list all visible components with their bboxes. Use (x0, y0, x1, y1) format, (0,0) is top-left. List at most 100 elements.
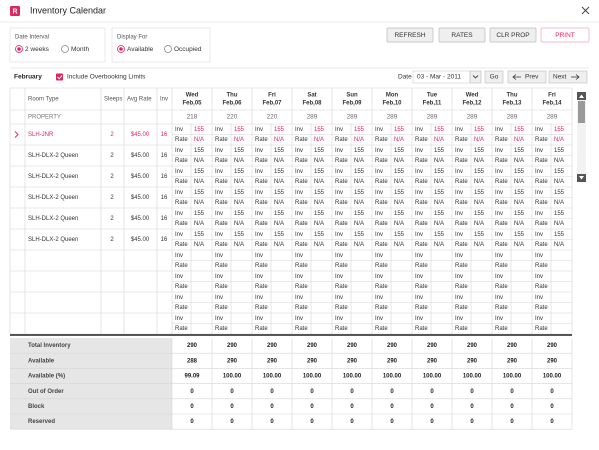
rate-value: N/A (394, 242, 404, 248)
button-label: CLR PROP (496, 32, 529, 39)
rate-value: N/A (234, 137, 244, 143)
rate-value: N/A (354, 200, 364, 206)
rate-label: Rate (375, 284, 388, 290)
button[interactable] (489, 27, 537, 43)
rate-label: Rate (535, 326, 548, 332)
rate-value: N/A (554, 179, 564, 185)
column-header: Avg Rate (127, 97, 152, 103)
button[interactable] (386, 27, 434, 43)
summary-label: Block (28, 404, 45, 410)
room-avg-rate: $45.00 (131, 153, 150, 159)
rate-label: Rate (535, 200, 548, 206)
inv-label: Inv (215, 295, 223, 301)
summary-value: 290 (347, 358, 358, 364)
day-date: Feb,13 (502, 101, 522, 107)
check-icon (57, 75, 63, 80)
go-button[interactable] (484, 70, 504, 84)
rate-label: Rate (175, 221, 188, 227)
day-date: Feb,14 (542, 101, 562, 107)
room-inv: 16 (161, 237, 168, 243)
summary-value: 0 (430, 419, 434, 425)
inv-label: Inv (175, 127, 183, 133)
button[interactable] (438, 27, 486, 43)
summary-value: 0 (390, 419, 394, 425)
checkbox-label: Include Overbooking Limits (67, 74, 146, 81)
inv-label: Inv (495, 295, 503, 301)
logo (10, 6, 20, 16)
summary-label: Available (28, 358, 55, 364)
room-avg-rate: $45.00 (131, 216, 150, 222)
radio[interactable] (164, 45, 172, 53)
rate-value: N/A (194, 221, 204, 227)
next-button[interactable] (548, 70, 588, 84)
rate-label: Rate (375, 305, 388, 311)
rate-label: Rate (215, 242, 228, 248)
rate-value: N/A (554, 200, 564, 206)
inv-value: 155 (274, 232, 285, 238)
inv-value: 155 (354, 232, 365, 238)
inv-label: Inv (455, 211, 463, 217)
summary-value: 100.00 (543, 374, 562, 380)
rate-label: Rate (295, 263, 308, 269)
inv-label: Inv (535, 295, 543, 301)
inv-label: Inv (175, 190, 183, 196)
rate-label: Rate (495, 137, 508, 143)
summary-value: 290 (427, 343, 438, 349)
rate-label: Rate (335, 263, 348, 269)
rate-label: Rate (495, 200, 508, 206)
rate-value: N/A (434, 242, 444, 248)
day-date: Feb,05 (182, 101, 202, 107)
scrollbar-thumb[interactable] (578, 101, 585, 123)
summary-value: 288 (187, 358, 198, 364)
rate-label: Rate (455, 263, 468, 269)
rate-label: Rate (415, 179, 428, 185)
summary-value: 0 (230, 389, 234, 395)
inv-label: Inv (415, 253, 423, 259)
day-weekday: Sun (346, 93, 358, 99)
rate-value: N/A (314, 158, 324, 164)
rate-label: Rate (415, 200, 428, 206)
rate-value: N/A (274, 200, 284, 206)
room-inv: 16 (161, 216, 168, 222)
inv-value: 155 (474, 190, 485, 196)
rate-label: Rate (215, 200, 228, 206)
button[interactable] (540, 27, 590, 43)
close-button[interactable] (581, 6, 590, 15)
checkbox[interactable] (56, 73, 63, 81)
day-weekday: Wed (186, 93, 199, 99)
prev-button[interactable] (507, 70, 547, 84)
inv-value: 155 (234, 232, 245, 238)
date-dropdown[interactable] (469, 70, 482, 84)
room-avg-rate: $45.00 (131, 195, 150, 201)
inv-label: Inv (215, 211, 223, 217)
rate-label: Rate (495, 242, 508, 248)
inv-label: Inv (535, 253, 543, 259)
rate-value: N/A (234, 242, 244, 248)
summary-value: 290 (387, 343, 398, 349)
property-value: 289 (307, 114, 318, 121)
inv-label: Inv (415, 316, 423, 322)
filter-label: Display For (117, 35, 147, 41)
day-weekday: Fri (268, 93, 276, 99)
inv-label: Inv (175, 169, 183, 175)
day-date: Feb,09 (342, 101, 362, 107)
radio[interactable] (61, 45, 69, 53)
inv-label: Inv (335, 169, 343, 175)
inv-value: 155 (194, 127, 205, 133)
rate-label: Rate (255, 221, 268, 227)
rate-label: Rate (255, 263, 268, 269)
summary-value: 0 (230, 419, 234, 425)
inv-value: 155 (314, 148, 325, 154)
radio-label: 2 weeks (25, 46, 50, 53)
room-name: SLH-DLX-2 Queen (28, 216, 78, 222)
filter-box (111, 27, 211, 63)
room-sleeps: 2 (110, 216, 114, 222)
rate-label: Rate (495, 326, 508, 332)
rate-value: N/A (474, 158, 484, 164)
inv-value: 155 (474, 232, 485, 238)
property-label: PROPERTY (28, 115, 61, 121)
rate-value: N/A (314, 137, 324, 143)
rate-label: Rate (455, 200, 468, 206)
summary-value: 290 (507, 343, 518, 349)
